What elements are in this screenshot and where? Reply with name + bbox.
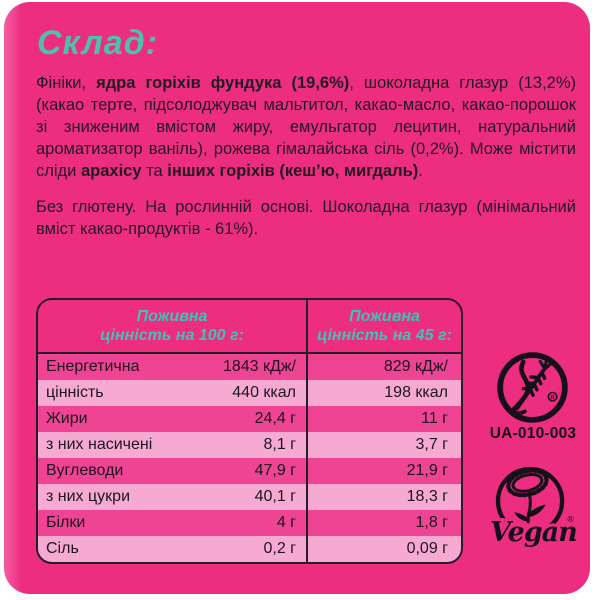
nutrition-table: Поживна цінність на 100 г: Поживна цінні…: [36, 298, 463, 564]
nutrient-name: Жири: [46, 410, 88, 427]
value-per-100g: 0,2 г: [263, 540, 296, 557]
value-per-45g: 0,09 г: [406, 540, 448, 557]
value-per-45g: 198 ккал: [384, 384, 448, 401]
nutrient-name: Сіль: [46, 540, 79, 557]
nutrition-row: Сіль 0,2 г 0,09 г: [38, 536, 461, 562]
nutrient-name: Білки: [46, 514, 86, 531]
vegan-wordmark: Vegan: [490, 517, 577, 548]
vegan-sunflower-icon: Vegan ®: [487, 466, 581, 548]
value-per-100g: 24,4 г: [254, 410, 296, 427]
value-per-100g: 1843 кДж/: [222, 358, 296, 375]
value-per-100g: 40,1 г: [254, 488, 296, 505]
ingredients-paragraph: Фініки, ядра горіхів фундука (19,6%), шо…: [36, 74, 577, 180]
value-per-100g: 8,1 г: [263, 436, 296, 453]
value-per-45g: 829 кДж/: [383, 358, 448, 375]
header-per-45g: Поживна цінність на 45 г:: [317, 308, 452, 344]
nutrition-row: Енергетична 1843 кДж/ 829 кДж/: [38, 354, 461, 380]
value-per-100g: 4 г: [276, 514, 296, 531]
nutrition-row: Вуглеводи 47,9 г 21,9 г: [38, 458, 461, 484]
nutrition-row: з них цукри 40,1 г 18,3 г: [38, 484, 461, 510]
header-per-100g: Поживна цінність на 100 г:: [38, 300, 308, 352]
crossed-grain-gluten-free-icon: R: [497, 352, 568, 423]
value-per-45g: 3,7 г: [415, 436, 448, 453]
registered-trademark-symbol: ®: [568, 514, 575, 524]
value-per-100g: 47,9 г: [254, 462, 296, 479]
nutrient-name: Вуглеводи: [46, 462, 124, 479]
nutrient-name: цінність: [46, 384, 104, 401]
nutrition-row: з них насичені 8,1 г 3,7 г: [38, 432, 461, 458]
svg-text:R: R: [550, 394, 555, 401]
value-per-100g: 440 ккал: [232, 384, 296, 401]
nutrition-row: цінність 440 ккал 198 ккал: [38, 380, 461, 406]
nutrition-row: Жири 24,4 г 11 г: [38, 406, 461, 432]
nutrition-table-body: Енергетична 1843 кДж/ 829 кДж/ цінність …: [38, 354, 461, 562]
value-per-45g: 21,9 г: [406, 462, 448, 479]
nutrient-name: з них насичені: [46, 436, 153, 453]
value-per-45g: 1,8 г: [415, 514, 448, 531]
ingredients-title: Склад:: [37, 24, 159, 62]
nutrient-name: Енергетична: [46, 358, 140, 375]
gluten-free-certification-code: UA-010-003: [489, 425, 577, 442]
nutrient-name: з них цукри: [46, 488, 130, 505]
nutrition-table-header: Поживна цінність на 100 г: Поживна цінні…: [38, 300, 461, 354]
value-per-45g: 11 г: [421, 410, 448, 427]
dietary-claims-paragraph: Без глютену. На рослинній основі. Шокола…: [36, 198, 576, 238]
value-per-45g: 18,3 г: [406, 488, 448, 505]
nutrition-row: Білки 4 г 1,8 г: [38, 510, 461, 536]
